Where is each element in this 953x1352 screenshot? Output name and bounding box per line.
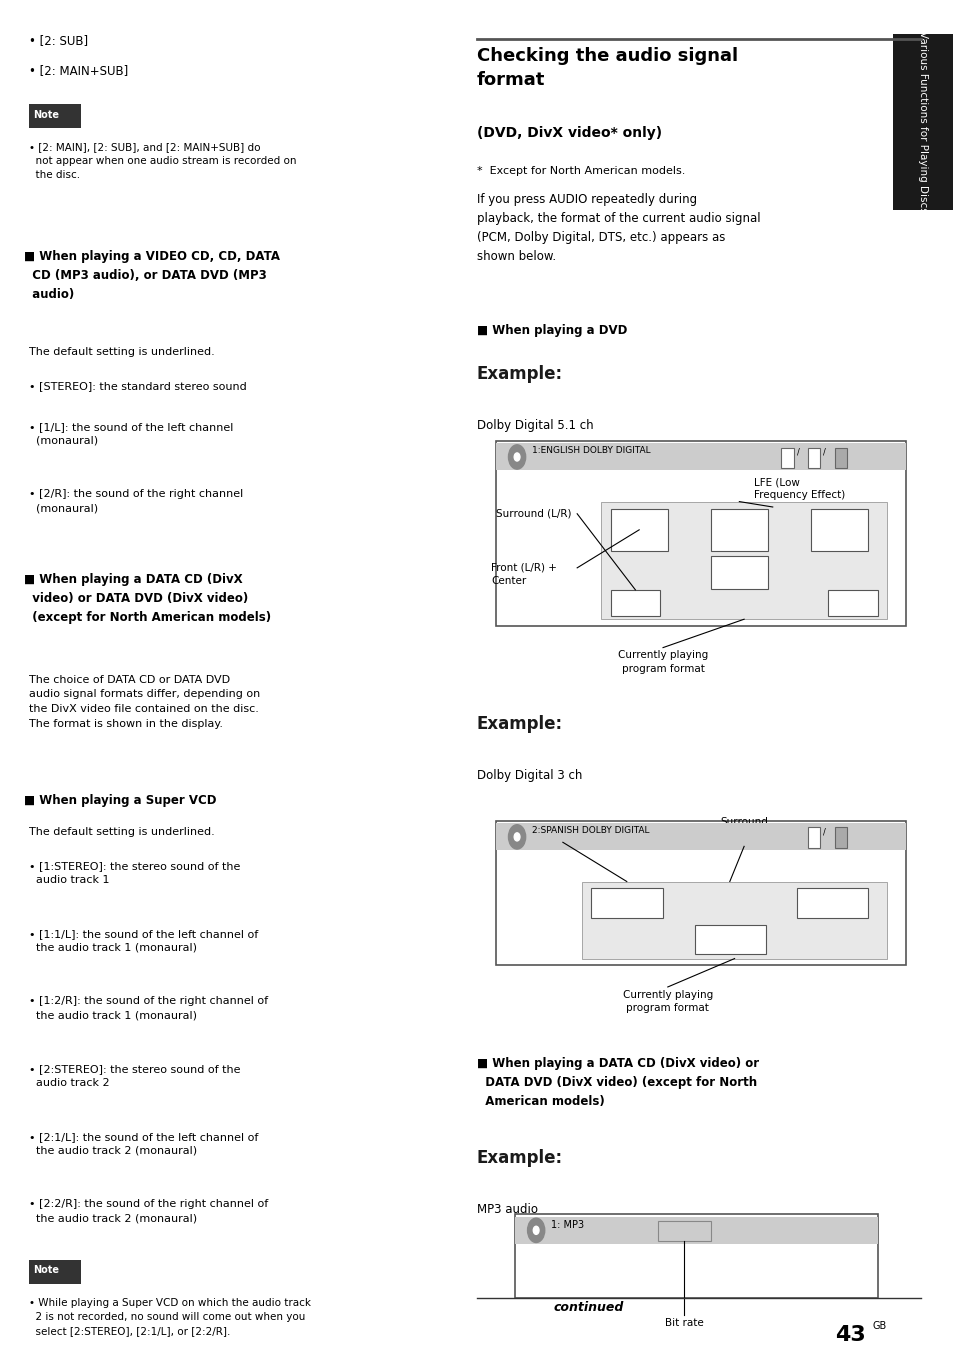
Text: /: / — [822, 448, 825, 457]
Text: 1: MP3: 1: MP3 — [551, 1220, 584, 1229]
FancyBboxPatch shape — [496, 821, 905, 965]
Circle shape — [514, 833, 519, 841]
Text: Example:: Example: — [476, 365, 562, 383]
FancyBboxPatch shape — [496, 441, 905, 626]
Text: The default setting is underlined.: The default setting is underlined. — [29, 827, 214, 837]
Text: GB: GB — [872, 1321, 886, 1330]
FancyBboxPatch shape — [581, 882, 886, 959]
Text: • [1/L]: the sound of the left channel
  (monaural): • [1/L]: the sound of the left channel (… — [29, 422, 233, 446]
Text: 1: 1 — [836, 827, 841, 837]
Circle shape — [508, 445, 525, 469]
Text: continued: continued — [553, 1301, 623, 1314]
Text: 43: 43 — [834, 1325, 864, 1345]
Circle shape — [533, 1226, 538, 1234]
FancyBboxPatch shape — [29, 104, 81, 128]
Text: RS: RS — [846, 594, 858, 603]
Text: Surround (L/R): Surround (L/R) — [496, 508, 571, 518]
Text: 3: 3 — [782, 448, 788, 457]
Text: Example:: Example: — [476, 715, 562, 733]
FancyBboxPatch shape — [515, 1217, 877, 1244]
FancyBboxPatch shape — [827, 589, 877, 615]
Text: (DVD, DivX video* only): (DVD, DivX video* only) — [476, 126, 661, 139]
Text: • [1:1/L]: the sound of the left channel of
  the audio track 1 (monaural): • [1:1/L]: the sound of the left channel… — [29, 929, 257, 953]
Text: • [2: MAIN+SUB]: • [2: MAIN+SUB] — [29, 64, 128, 77]
Text: The choice of DATA CD or DATA DVD
audio signal formats differ, depending on
the : The choice of DATA CD or DATA DVD audio … — [29, 675, 259, 729]
Text: The default setting is underlined.: The default setting is underlined. — [29, 347, 214, 357]
Text: C: C — [735, 511, 742, 522]
Text: *  Except for North American models.: * Except for North American models. — [476, 166, 684, 176]
Text: Currently playing
program format: Currently playing program format — [622, 990, 712, 1013]
FancyBboxPatch shape — [694, 925, 765, 955]
Text: L: L — [623, 891, 629, 900]
Text: Note: Note — [33, 1265, 59, 1275]
Text: L: L — [636, 511, 641, 522]
Text: ■ When playing a DVD: ■ When playing a DVD — [476, 324, 627, 338]
FancyBboxPatch shape — [591, 888, 662, 918]
FancyBboxPatch shape — [610, 589, 659, 615]
Text: ■ When playing a DATA CD (DivX video) or
  DATA DVD (DivX video) (except for Nor: ■ When playing a DATA CD (DivX video) or… — [476, 1057, 759, 1109]
Circle shape — [508, 825, 525, 849]
FancyBboxPatch shape — [810, 508, 867, 552]
Circle shape — [514, 453, 519, 461]
Text: R: R — [835, 511, 842, 522]
FancyBboxPatch shape — [515, 1214, 877, 1298]
Text: Front (L/R): Front (L/R) — [496, 834, 550, 844]
Text: Surround
(Monaural): Surround (Monaural) — [720, 817, 776, 840]
FancyBboxPatch shape — [892, 34, 953, 210]
Text: ■ When playing a VIDEO CD, CD, DATA
  CD (MP3 audio), or DATA DVD (MP3
  audio): ■ When playing a VIDEO CD, CD, DATA CD (… — [24, 250, 279, 301]
Text: LFE (Low
Frequency Effect): LFE (Low Frequency Effect) — [753, 477, 844, 500]
Text: • [2/R]: the sound of the right channel
  (monaural): • [2/R]: the sound of the right channel … — [29, 489, 243, 514]
Text: Front (L/R) +
Center: Front (L/R) + Center — [491, 562, 557, 585]
FancyBboxPatch shape — [658, 1221, 710, 1241]
Text: MP3 audio: MP3 audio — [476, 1203, 537, 1217]
Text: • [2: SUB]: • [2: SUB] — [29, 34, 88, 47]
Text: R: R — [827, 891, 835, 900]
Text: Dolby Digital 5.1 ch: Dolby Digital 5.1 ch — [476, 419, 593, 433]
Text: 2:SPANISH DOLBY DIGITAL: 2:SPANISH DOLBY DIGITAL — [532, 826, 649, 836]
FancyBboxPatch shape — [710, 556, 767, 588]
Text: • [2: MAIN], [2: SUB], and [2: MAIN+SUB] do
  not appear when one audio stream i: • [2: MAIN], [2: SUB], and [2: MAIN+SUB]… — [29, 142, 295, 180]
Text: Checking the audio signal
format: Checking the audio signal format — [476, 47, 738, 89]
FancyBboxPatch shape — [600, 502, 886, 619]
FancyBboxPatch shape — [496, 443, 905, 470]
FancyBboxPatch shape — [807, 827, 820, 848]
Text: ■ When playing a Super VCD: ■ When playing a Super VCD — [24, 794, 216, 807]
FancyBboxPatch shape — [834, 448, 846, 468]
FancyBboxPatch shape — [610, 508, 667, 552]
Text: /: / — [822, 827, 825, 837]
Text: • [2:STEREO]: the stereo sound of the
  audio track 2: • [2:STEREO]: the stereo sound of the au… — [29, 1064, 240, 1088]
Text: If you press AUDIO repeatedly during
playback, the format of the current audio s: If you press AUDIO repeatedly during pla… — [476, 193, 760, 264]
Text: 128k: 128k — [671, 1222, 696, 1232]
Text: LS: LS — [629, 594, 640, 603]
Text: Various Functions for Playing Discs: Various Functions for Playing Discs — [918, 31, 927, 212]
FancyBboxPatch shape — [807, 448, 820, 468]
Text: S: S — [725, 927, 733, 938]
Text: Currently playing
program format: Currently playing program format — [618, 650, 707, 673]
Text: 1: 1 — [836, 448, 841, 457]
FancyBboxPatch shape — [781, 448, 793, 468]
Text: 2: 2 — [809, 448, 815, 457]
FancyBboxPatch shape — [496, 823, 905, 850]
Text: 1:ENGLISH DOLBY DIGITAL: 1:ENGLISH DOLBY DIGITAL — [532, 446, 650, 456]
Text: • [2:2/R]: the sound of the right channel of
  the audio track 2 (monaural): • [2:2/R]: the sound of the right channe… — [29, 1199, 268, 1224]
Circle shape — [527, 1218, 544, 1242]
Text: 2: 2 — [809, 827, 815, 837]
FancyBboxPatch shape — [834, 827, 846, 848]
Text: LFE: LFE — [731, 561, 746, 569]
Text: Bit rate: Bit rate — [664, 1318, 702, 1328]
Text: • [1:STEREO]: the stereo sound of the
  audio track 1: • [1:STEREO]: the stereo sound of the au… — [29, 861, 240, 886]
Text: Example:: Example: — [476, 1149, 562, 1167]
Text: Dolby Digital 3 ch: Dolby Digital 3 ch — [476, 769, 581, 783]
Text: • [2:1/L]: the sound of the left channel of
  the audio track 2 (monaural): • [2:1/L]: the sound of the left channel… — [29, 1132, 257, 1156]
FancyBboxPatch shape — [796, 888, 867, 918]
Text: • [1:2/R]: the sound of the right channel of
  the audio track 1 (monaural): • [1:2/R]: the sound of the right channe… — [29, 996, 268, 1021]
Text: • While playing a Super VCD on which the audio track
  2 is not recorded, no sou: • While playing a Super VCD on which the… — [29, 1298, 311, 1336]
Text: Note: Note — [33, 110, 59, 119]
Text: • [STEREO]: the standard stereo sound: • [STEREO]: the standard stereo sound — [29, 381, 246, 391]
Text: ■ When playing a DATA CD (DivX
  video) or DATA DVD (DivX video)
  (except for N: ■ When playing a DATA CD (DivX video) or… — [24, 573, 271, 625]
FancyBboxPatch shape — [710, 508, 767, 552]
FancyBboxPatch shape — [29, 1260, 81, 1284]
Text: /: / — [796, 448, 799, 457]
